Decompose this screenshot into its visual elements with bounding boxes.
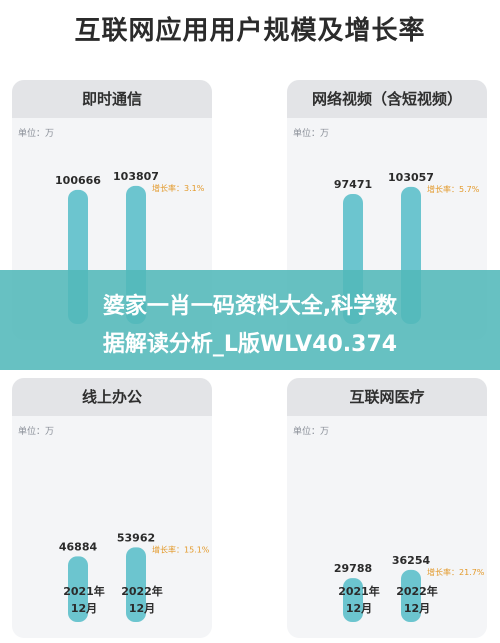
overlay-banner: 婆家一肖一码资料大全,科学数 据解读分析_L版WLV40.374 bbox=[0, 270, 500, 370]
data-label: 100666 bbox=[55, 174, 101, 187]
x-label-2021-month: 12月 bbox=[70, 602, 98, 615]
bar-2021 bbox=[343, 578, 363, 622]
banner-line-1: 婆家一肖一码资料大全,科学数 bbox=[102, 294, 398, 319]
x-axis-labels: 2021年 12月 2022年 12月 2021年 12月 2022年 12月 bbox=[0, 574, 500, 634]
x-label-2021-year: 2021年 bbox=[63, 585, 105, 598]
data-label: 46884 bbox=[59, 540, 98, 553]
data-label: 36254 bbox=[392, 554, 431, 567]
panel-title: 互联网医疗 bbox=[287, 378, 487, 416]
growth-rate-label: 增长率：3.1% bbox=[152, 183, 205, 193]
x-label-2021-month: 12月 bbox=[345, 602, 373, 615]
panel-title: 即时通信 bbox=[12, 80, 212, 118]
growth-rate-label: 增长率：21.7% bbox=[427, 567, 485, 577]
x-label-2022-year: 2022年 bbox=[121, 585, 163, 598]
unit-label: 单位：万 bbox=[18, 427, 55, 437]
x-label-2021-year: 2021年 bbox=[338, 585, 380, 598]
unit-label: 单位：万 bbox=[18, 129, 55, 139]
data-label: 103057 bbox=[388, 171, 434, 184]
panel-title: 网络视频（含短视频） bbox=[287, 80, 487, 118]
x-label-2022-month: 12月 bbox=[403, 602, 431, 615]
growth-rate-label: 增长率：15.1% bbox=[152, 544, 210, 554]
x-label-2022-month: 12月 bbox=[128, 602, 156, 615]
chart-panel-online-office: 线上办公 单位：万 46884 53962 增长率：15.1% bbox=[12, 378, 212, 638]
bar-2022 bbox=[126, 547, 146, 622]
page-title: 互联网应用用户规模及增长率 bbox=[74, 16, 426, 46]
bar-2022 bbox=[401, 569, 421, 622]
x-label-2022-year: 2022年 bbox=[396, 585, 438, 598]
data-label: 97471 bbox=[334, 178, 372, 191]
data-label: 29788 bbox=[334, 562, 372, 575]
chart-panel-internet-medical: 互联网医疗 单位：万 29788 36254 增长率：21.7% bbox=[287, 378, 487, 638]
bar-2021 bbox=[68, 556, 88, 622]
panel-title: 线上办公 bbox=[12, 378, 212, 416]
data-label: 103807 bbox=[113, 170, 159, 183]
data-label: 53962 bbox=[117, 531, 155, 544]
banner-line-2: 据解读分析_L版WLV40.374 bbox=[102, 332, 398, 357]
growth-rate-label: 增长率：5.7% bbox=[427, 184, 480, 194]
unit-label: 单位：万 bbox=[293, 427, 330, 437]
unit-label: 单位：万 bbox=[293, 129, 330, 139]
